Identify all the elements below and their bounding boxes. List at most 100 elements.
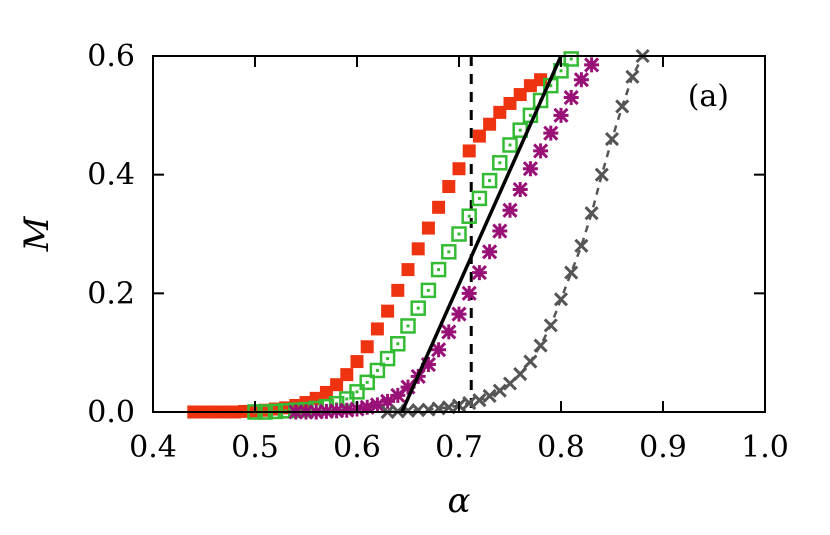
open-square-marker [379,350,396,367]
series-2 [288,57,600,420]
data-point [451,226,467,242]
marker-center [569,57,573,61]
data-point [492,155,508,171]
data-point [523,79,537,93]
open-square-marker [430,261,447,278]
data-point [391,283,405,297]
data-point [615,99,630,114]
open-square-marker [410,300,426,316]
data-point [359,399,375,415]
x-tick-label: 0.9 [639,430,687,465]
marker-center [386,357,390,361]
data-point [543,125,559,141]
data-point [339,402,355,418]
marker-center [365,380,369,384]
open-square-marker [492,155,508,171]
x-tick-label: 0.7 [435,430,483,465]
data-point [481,172,498,189]
open-square-marker [481,172,498,189]
x-tick-label: 0.5 [231,430,279,465]
data-point [574,238,589,253]
x-tick-label: 0.4 [129,430,177,465]
data-point [400,379,416,395]
y-axis-label: M [17,215,57,252]
marker-center [416,306,420,310]
data-point [462,144,476,158]
data-point [451,306,467,322]
data-point [441,324,457,340]
data-point [340,368,354,382]
y-tick-label: 0.6 [87,39,135,74]
data-point [482,244,498,260]
data-point [563,89,579,106]
data-point [625,69,640,84]
data-point [319,385,333,399]
data-point [411,242,425,256]
data-point [604,132,620,147]
data-point [573,72,589,88]
y-tick-label: 0.0 [87,395,135,430]
data-point [502,202,518,218]
marker-center [437,268,441,272]
data-point [430,261,447,278]
data-point [563,51,579,67]
data-point [472,393,487,408]
data-point [493,105,507,119]
open-square-marker [400,318,416,334]
series-0 [187,73,548,419]
data-point [431,342,447,358]
marker-center [518,128,522,132]
data-point [502,137,518,153]
marker-center [477,196,481,200]
marker-center [406,324,410,328]
data-point [401,263,415,277]
data-point [513,88,527,102]
marker-center [284,409,288,413]
y-tick-label: 0.4 [87,158,135,193]
data-point [379,350,396,367]
data-point [420,282,437,299]
data-point [441,244,457,260]
data-point [543,318,558,333]
data-point [471,190,488,207]
axes: 0.4 0.5 0.6 0.7 0.8 0.9 1.0 0.0 0.2 0.4 0.6 [87,39,789,465]
data-point [522,161,538,177]
x-tick-label: 0.8 [537,430,585,465]
data-point [442,180,456,194]
data-point [350,355,364,369]
data-point [369,397,385,413]
open-square-marker [369,362,386,379]
open-square-marker [461,208,477,224]
data-point [370,322,384,336]
data-point [492,383,507,398]
data-point [533,143,549,159]
data-point [360,340,374,354]
data-point [432,200,446,214]
marker-center [345,397,349,401]
data-point [594,167,609,182]
marker-center [447,250,451,254]
open-square-marker [359,374,375,391]
data-point [483,117,497,131]
x-tick-label: 0.6 [333,430,381,465]
data-point [513,366,528,382]
open-square-marker [563,51,579,67]
panel-label: (a) [688,79,729,114]
data-point [492,223,508,239]
y-tick-label: 0.2 [87,276,135,311]
data-point [472,129,486,143]
x-axis-label: α [448,481,471,521]
open-square-marker [532,92,549,109]
marker-center [396,342,400,346]
fit-line [400,55,563,413]
data-point [381,304,395,318]
marker-center [355,390,359,394]
marker-center [559,69,563,73]
open-square-marker [441,244,457,260]
x-tick-label: 1.0 [741,430,789,465]
open-square-marker [451,226,467,242]
open-square-marker [390,336,406,352]
data-point [553,107,569,123]
marker-center [426,288,430,292]
open-square-marker [420,282,437,299]
